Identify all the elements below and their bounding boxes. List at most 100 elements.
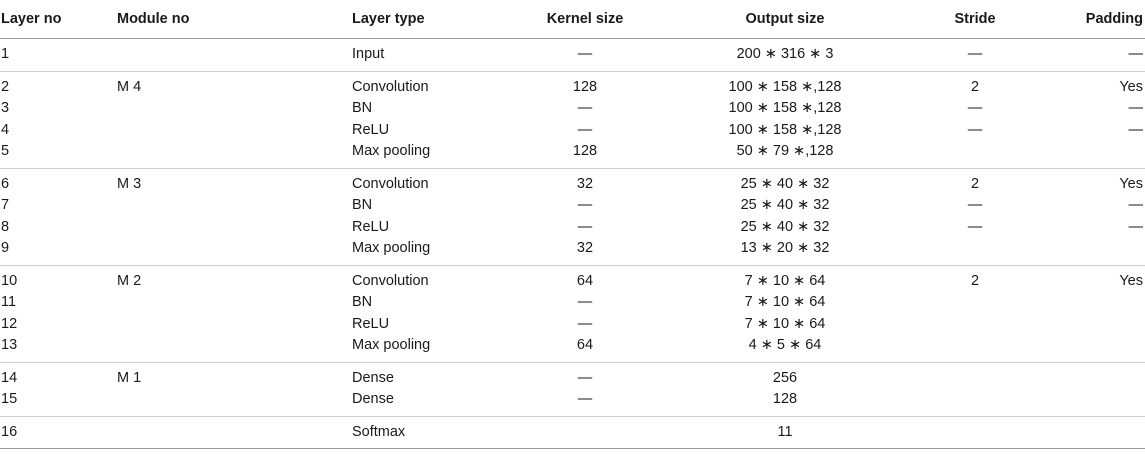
table-row: 13 Max pooling 64 4 ∗ 5 ∗ 64	[0, 335, 1145, 363]
cell-kernel-size: 64	[576, 272, 594, 289]
cell-output-size: 256	[772, 369, 798, 386]
cell-kernel-size: 32	[576, 175, 594, 192]
header-kernel-size: Kernel size	[510, 0, 660, 39]
table-row: 10 M 2 Convolution 64 7 ∗ 10 ∗ 64 2 Yes	[0, 265, 1145, 292]
cell-layer-type: Convolution	[352, 175, 429, 192]
cell-output-size: 25 ∗ 40 ∗ 32	[740, 218, 830, 235]
cell-layer-type: BN	[352, 197, 373, 213]
cell-kernel-size: —	[577, 100, 593, 116]
cell-layer-type: Max pooling	[350, 238, 510, 266]
cell-kernel-size: —	[577, 121, 593, 138]
cell-stride	[910, 292, 1040, 314]
cell-layer-no: 5	[0, 141, 95, 169]
cell-output-size: 25 ∗ 40 ∗ 32	[740, 197, 830, 213]
cell-stride	[910, 362, 1040, 389]
cell-module-no	[95, 416, 350, 449]
cell-layer-type: Max pooling	[350, 141, 510, 169]
cell-module-no	[95, 195, 350, 217]
cell-layer-type: BN	[352, 100, 373, 116]
cell-module-no	[95, 98, 350, 120]
cell-module-no: M 3	[117, 175, 142, 192]
cell-stride: —	[967, 218, 983, 235]
table-row: 3 BN — 100 ∗ 158 ∗,128 — —	[0, 98, 1145, 120]
cell-layer-no: 14	[1, 369, 18, 386]
cell-module-no	[95, 389, 350, 417]
table-row: 6 M 3 Convolution 32 25 ∗ 40 ∗ 32 2 Yes	[0, 168, 1145, 195]
cell-padding	[1040, 389, 1145, 417]
cell-kernel-size: 128	[572, 78, 598, 95]
cell-module-no: M 2	[117, 272, 142, 289]
cell-output-size: 11	[660, 416, 910, 449]
table-header-row: Layer no Module no Layer type Kernel siz…	[0, 0, 1145, 39]
cell-layer-type: ReLU	[352, 121, 390, 138]
cell-output-size: 4 ∗ 5 ∗ 64	[660, 335, 910, 363]
cell-layer-no: 7	[1, 197, 10, 213]
cell-output-size: 7 ∗ 10 ∗ 64	[744, 315, 826, 332]
cell-layer-no: 3	[1, 100, 10, 116]
cell-output-size: 100 ∗ 158 ∗,128	[728, 121, 842, 138]
header-layer-no: Layer no	[0, 0, 95, 39]
cell-output-size: 100 ∗ 158 ∗,128	[728, 78, 842, 95]
cell-output-size: 50 ∗ 79 ∗,128	[660, 141, 910, 169]
cell-stride: —	[967, 197, 983, 213]
cell-stride: 2	[970, 175, 980, 192]
cell-stride	[910, 314, 1040, 336]
cell-layer-no: 2	[1, 78, 10, 95]
table-row: 8 ReLU — 25 ∗ 40 ∗ 32 — —	[0, 217, 1145, 239]
cell-stride	[910, 238, 1040, 266]
cell-stride	[910, 389, 1040, 417]
cell-padding	[1040, 141, 1145, 169]
table-row: 16 Softmax 11	[0, 416, 1145, 449]
cell-output-size: 7 ∗ 10 ∗ 64	[744, 272, 826, 289]
cell-module-no: M 1	[117, 369, 142, 386]
cell-module-no	[95, 292, 350, 314]
cell-kernel-size: —	[577, 315, 593, 332]
cell-padding: —	[1128, 121, 1144, 138]
cell-padding: —	[1128, 100, 1144, 116]
cell-module-no	[95, 120, 350, 142]
table-row: 2 M 4 Convolution 128 100 ∗ 158 ∗,128 2 …	[0, 71, 1145, 98]
cell-stride: —	[967, 121, 983, 138]
header-module-no: Module no	[95, 0, 350, 39]
cell-padding	[1040, 238, 1145, 266]
cell-layer-type: Dense	[350, 389, 510, 417]
cell-layer-no: 12	[1, 315, 18, 332]
cell-layer-no: 8	[1, 218, 10, 235]
table-row: 12 ReLU — 7 ∗ 10 ∗ 64	[0, 314, 1145, 336]
cell-module-no	[95, 238, 350, 266]
cell-padding	[1040, 314, 1145, 336]
table-row: 5 Max pooling 128 50 ∗ 79 ∗,128	[0, 141, 1145, 169]
cell-module-no	[95, 38, 350, 72]
header-padding: Padding	[1040, 0, 1145, 39]
cell-kernel-size: —	[577, 197, 593, 213]
cell-layer-no: 1	[0, 38, 95, 72]
cell-stride: —	[967, 100, 983, 116]
cell-layer-no: 15	[0, 389, 95, 417]
cell-layer-type: Max pooling	[350, 335, 510, 363]
cell-layer-no: 10	[1, 272, 18, 289]
table-row: 15 Dense — 128	[0, 389, 1145, 417]
cell-layer-type: Convolution	[352, 272, 429, 289]
table-row: 1 Input — 200 ∗ 316 ∗ 3 — —	[0, 38, 1145, 72]
cell-output-size: 7 ∗ 10 ∗ 64	[744, 294, 826, 310]
cell-module-no: M 4	[117, 78, 142, 95]
cell-output-size: 25 ∗ 40 ∗ 32	[740, 175, 830, 192]
header-stride: Stride	[910, 0, 1040, 39]
table-row: 14 M 1 Dense — 256	[0, 362, 1145, 389]
cell-module-no	[95, 141, 350, 169]
cell-module-no	[95, 217, 350, 239]
cell-output-size: 13 ∗ 20 ∗ 32	[660, 238, 910, 266]
cell-kernel-size: —	[510, 38, 660, 72]
cell-padding: Yes	[1119, 272, 1143, 289]
cell-padding: —	[1128, 218, 1144, 235]
cell-layer-no: 11	[1, 294, 17, 310]
cell-layer-type: BN	[352, 294, 373, 310]
cell-layer-no: 13	[0, 335, 95, 363]
table-row: 9 Max pooling 32 13 ∗ 20 ∗ 32	[0, 238, 1145, 266]
cell-stride	[910, 141, 1040, 169]
header-layer-type: Layer type	[350, 0, 510, 39]
cell-layer-type: ReLU	[352, 315, 390, 332]
cell-padding	[1040, 292, 1145, 314]
cell-layer-no: 16	[0, 416, 95, 449]
